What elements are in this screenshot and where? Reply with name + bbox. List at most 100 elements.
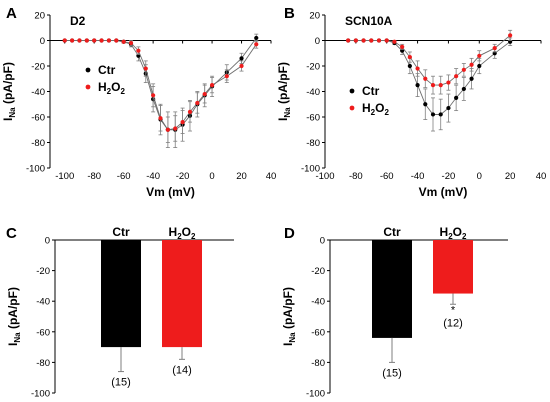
data-point	[376, 38, 382, 43]
data-point	[165, 127, 170, 132]
data-point	[158, 116, 163, 121]
chart-title: D2	[70, 14, 86, 28]
data-point	[92, 38, 97, 43]
data-point	[407, 54, 412, 60]
data-point	[239, 56, 244, 61]
data-point	[369, 38, 374, 43]
x-tick-label: 0	[209, 171, 214, 182]
x-tick-label: -60	[117, 171, 131, 182]
y-tick-label: -100	[26, 164, 45, 175]
x-tick-label: -80	[349, 171, 363, 182]
x-axis-title: Vm (mV)	[419, 185, 468, 199]
data-point	[392, 39, 397, 44]
data-point	[151, 93, 156, 98]
y-tick-label: -20	[306, 62, 320, 73]
data-point	[62, 38, 67, 43]
panel-label-d: D	[284, 225, 295, 242]
x-tick-label: -40	[146, 171, 160, 182]
data-point	[438, 83, 443, 88]
legend-label: H2O2	[98, 80, 125, 96]
legend-marker	[349, 88, 355, 94]
x-tick-label: -20	[176, 171, 190, 182]
data-point	[423, 76, 428, 81]
x-tick-label: -100	[315, 171, 334, 182]
category-label: Ctr	[383, 225, 401, 239]
x-tick-label: 0	[477, 171, 482, 182]
y-tick-label: -100	[31, 389, 50, 400]
data-point	[99, 38, 104, 43]
data-point	[446, 80, 451, 85]
panel-label-b: B	[284, 5, 295, 22]
y-tick-label: 0	[45, 236, 50, 247]
data-point	[254, 35, 259, 41]
data-point	[461, 86, 466, 92]
data-point	[128, 40, 134, 46]
y-axis-title: INa (pA/pF)	[6, 287, 22, 346]
data-point	[477, 53, 482, 58]
iv-chart-a: 20 0 -20 -40 -60 -80 -100 -100 -80 -60 -40 -20 0 20 40…	[26, 11, 276, 200]
data-point	[180, 120, 185, 125]
data-point	[106, 38, 112, 43]
x-tick-label: -80	[87, 171, 101, 182]
data-point	[400, 44, 405, 49]
bar-chart-c: 0 -20 -40 -60 -80 -100 Ctr (15) H2O2 (14)	[31, 225, 234, 400]
x-axis-title: Vm (mV)	[146, 185, 195, 199]
y-tick-label: -80	[306, 138, 320, 149]
bar-chart-d: 0 -20 -40 -60 -80 -100 Ctr (15) H2O2 *(12)	[306, 225, 508, 400]
y-tick-label: 0	[315, 36, 320, 47]
data-point	[202, 91, 207, 97]
x-tick-label: -60	[380, 171, 394, 182]
data-point	[361, 38, 366, 43]
data-point	[415, 66, 420, 71]
data-point	[346, 38, 351, 43]
data-point	[353, 38, 358, 43]
chart-title: SCN10A	[345, 14, 393, 28]
data-point	[446, 105, 451, 111]
x-tick-label: 40	[266, 171, 277, 182]
data-point	[469, 62, 474, 67]
data-point	[430, 112, 436, 117]
data-point	[187, 109, 193, 114]
data-point	[173, 126, 178, 131]
panel-label-a: A	[6, 5, 17, 22]
y-tick-label: -100	[301, 164, 320, 175]
n-label: (15)	[382, 367, 402, 379]
y-tick-label: -100	[306, 389, 325, 400]
y-tick-label: -80	[31, 138, 45, 149]
data-point	[84, 38, 89, 43]
n-label: (12)	[443, 317, 463, 329]
y-tick-label: -60	[306, 113, 320, 124]
data-point	[224, 74, 229, 79]
data-point	[254, 42, 259, 47]
n-label: (14)	[172, 364, 192, 376]
x-tick-label: 20	[505, 171, 516, 182]
data-point	[121, 39, 126, 44]
iv-chart-b: 20 0 -20 -40 -60 -80 -100-100 -80 -60 -40 -20 0 20 40…	[301, 11, 546, 200]
data-point	[195, 100, 200, 106]
bar-h2o2	[162, 240, 202, 348]
bar-ctr	[372, 240, 412, 338]
significance-marker: *	[451, 304, 456, 316]
data-point	[461, 67, 466, 72]
data-point	[384, 38, 389, 43]
legend-label: H2O2	[362, 101, 389, 117]
bar-ctr	[101, 240, 141, 348]
series-line-ctr	[348, 40, 511, 115]
y-tick-label: -80	[36, 358, 50, 369]
y-axis-title: INa (pA/pF)	[276, 62, 292, 121]
y-axis-title: INa (pA/pF)	[1, 62, 17, 121]
data-point	[492, 46, 497, 51]
legend-label: Ctr	[362, 84, 380, 98]
bar-h2o2	[433, 240, 473, 294]
data-point	[77, 38, 82, 43]
y-tick-label: 0	[320, 236, 325, 247]
data-point	[70, 38, 75, 43]
y-tick-label: -60	[311, 327, 325, 338]
data-point	[469, 76, 474, 81]
data-point	[423, 102, 428, 107]
x-tick-label: -40	[411, 171, 425, 182]
category-label: Ctr	[112, 225, 130, 239]
legend-marker	[85, 84, 91, 90]
y-tick-label: -20	[311, 266, 325, 277]
